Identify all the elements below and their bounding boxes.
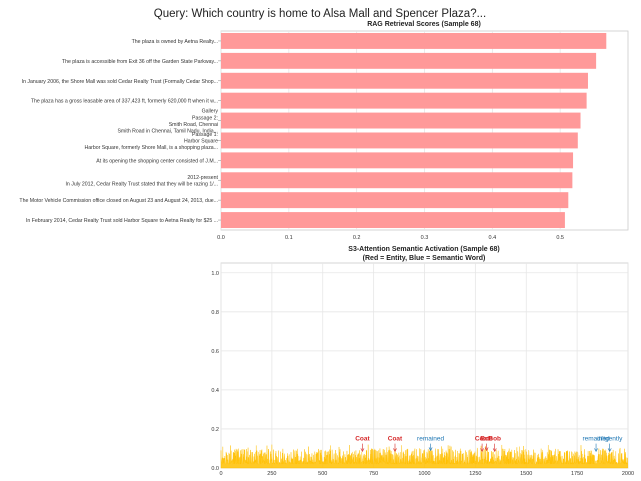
retrieval-chart: RAG Retrieval Scores (Sample 68) The pla… — [19, 21, 629, 241]
retrieval-category-label: Harbor Square, formerly Shore Mall, is a… — [85, 145, 219, 151]
activation-y-tick-label: 1.0 — [211, 271, 219, 277]
retrieval-category-label: In January 2006, the Shore Mall was sold… — [22, 79, 218, 85]
activation-x-tick-label: 500 — [318, 471, 327, 477]
entity-annotation-label: Coat — [388, 436, 403, 443]
retrieval-bar — [221, 172, 573, 189]
annotation-arrowhead — [393, 448, 397, 453]
annotation-arrowhead — [480, 448, 484, 453]
retrieval-bar — [221, 112, 581, 129]
retrieval-bar — [221, 192, 569, 209]
activation-area — [220, 444, 629, 469]
activation-x-tick-label: 2000 — [622, 471, 634, 477]
retrieval-x-tick-label: 0.5 — [556, 235, 564, 241]
retrieval-bars — [221, 32, 607, 229]
activation-x-tick-label: 250 — [267, 471, 276, 477]
retrieval-x-tick-label: 0.0 — [217, 235, 225, 241]
activation-y-tick-label: 0.8 — [211, 310, 219, 316]
semantic-annotation-label: remained — [417, 436, 444, 443]
semantic-annotation-label: remained — [582, 436, 609, 443]
activation-y-tick-label: 0.6 — [211, 349, 219, 355]
retrieval-category-label: In July 2012, Cedar Realty Trust stated … — [65, 182, 218, 188]
annotation-arrowhead — [360, 448, 365, 453]
retrieval-category-label: Harbor Square — [184, 138, 218, 144]
entity-annotation-label: Bob — [480, 436, 493, 443]
annotation-arrowhead — [492, 448, 497, 453]
retrieval-bar — [221, 132, 578, 149]
retrieval-bar — [221, 72, 588, 89]
retrieval-category-labels: The plaza is owned by Aetna Realty... The… — [19, 39, 218, 224]
retrieval-x-tick-label: 0.3 — [421, 235, 429, 241]
activation-x-tick-label: 1500 — [520, 471, 532, 477]
activation-y-tick-label: 0.2 — [211, 427, 219, 433]
activation-x-tick-label: 1000 — [418, 471, 430, 477]
retrieval-bar — [221, 212, 565, 229]
entity-annotation-label: Coat — [355, 436, 370, 443]
activation-grid — [220, 263, 629, 469]
activation-y-ticks: 0.0 0.2 0.4 0.6 0.8 1.0 — [211, 271, 219, 472]
annotation-arrowhead — [607, 448, 612, 453]
activation-y-tick-label: 0.4 — [211, 388, 219, 394]
retrieval-category-label: Gallery — [202, 109, 219, 115]
retrieval-category-label: Smith Road in Chennai, Tamil Nadu, India… — [117, 128, 218, 134]
retrieval-category-label: In February 2014, Cedar Realty Trust sol… — [26, 218, 218, 224]
activation-x-tick-label: 1750 — [571, 471, 583, 477]
retrieval-category-label: Smith Road, Chennai — [169, 122, 218, 128]
retrieval-bar — [221, 52, 597, 69]
retrieval-category-label: The plaza is accessible from Exit 36 off… — [62, 59, 218, 65]
retrieval-category-label: The plaza is owned by Aetna Realty... — [132, 39, 218, 45]
retrieval-category-label: Passage 2: — [192, 115, 218, 121]
activation-x-ticks: 0 250 500 750 1000 1250 1500 1750 2000 — [219, 471, 634, 477]
retrieval-x-tick-label: 0.2 — [353, 235, 361, 241]
retrieval-category-label: 2012-present — [187, 175, 218, 181]
retrieval-category-label: At its opening the shopping center consi… — [96, 158, 218, 164]
activation-series — [220, 444, 629, 469]
retrieval-x-tick-label: 0.1 — [285, 235, 293, 241]
activation-y-tick-label: 0.0 — [211, 466, 219, 472]
activation-chart: S3-Attention Semantic Activation (Sample… — [211, 246, 634, 477]
annotation-arrowhead — [594, 448, 598, 453]
activation-chart-title: S3-Attention Semantic Activation (Sample… — [348, 246, 499, 253]
annotation-arrowhead — [428, 447, 433, 452]
retrieval-category-label: The Motor Vehicle Commission office clos… — [19, 198, 218, 204]
figure-suptitle: Query: Which country is home to Alsa Mal… — [154, 8, 486, 20]
entity-annotation-label: Coat — [475, 436, 490, 443]
retrieval-x-tick-label: 0.4 — [489, 235, 497, 241]
activation-chart-subtitle: (Red = Entity, Blue = Semantic Word) — [363, 255, 486, 262]
semantic-annotation-label: diligently — [597, 436, 623, 443]
retrieval-bar — [221, 152, 574, 169]
retrieval-x-ticks: 0.0 0.1 0.2 0.3 0.4 0.5 — [217, 235, 564, 241]
retrieval-chart-title: RAG Retrieval Scores (Sample 68) — [367, 21, 481, 28]
activation-x-tick-label: 1250 — [469, 471, 481, 477]
annotation-arrowhead — [484, 447, 489, 452]
activation-x-tick-label: 0 — [219, 471, 222, 477]
activation-x-tick-label: 750 — [369, 471, 378, 477]
retrieval-category-label: The plaza has a gross leasable area of 3… — [31, 99, 218, 105]
retrieval-category-label: Passage 1: — [192, 132, 218, 138]
retrieval-bar — [221, 92, 587, 109]
entity-annotation-label: Bob — [488, 436, 501, 443]
retrieval-bar — [221, 32, 607, 49]
